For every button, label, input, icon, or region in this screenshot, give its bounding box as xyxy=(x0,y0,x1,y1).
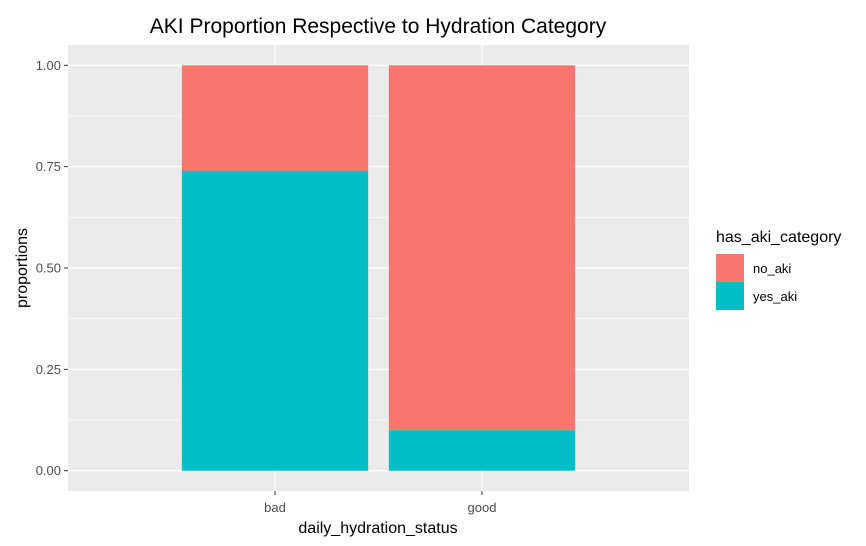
legend: has_aki_category no_aki yes_aki xyxy=(716,229,841,310)
y-tick-label: 0.25 xyxy=(36,362,61,377)
y-tick-label: 0.75 xyxy=(36,159,61,174)
y-tick-label: 0.00 xyxy=(36,463,61,478)
legend-label-no_aki: no_aki xyxy=(753,261,791,276)
legend-swatch-yes_aki xyxy=(716,282,744,310)
bar-yes_aki-bad xyxy=(181,170,369,471)
legend-title: has_aki_category xyxy=(716,229,841,246)
y-axis-title: proportions xyxy=(14,228,31,308)
bars xyxy=(181,65,576,471)
x-tick-label-good: good xyxy=(468,500,497,515)
bar-yes_aki-good xyxy=(388,430,576,471)
bar-no_aki-good xyxy=(388,65,576,431)
y-tick-label: 0.50 xyxy=(36,261,61,276)
bar-no_aki-bad xyxy=(181,65,369,171)
x-tick-label-bad: bad xyxy=(264,500,286,515)
y-tick-label: 1.00 xyxy=(36,58,61,73)
x-axis-title: daily_hydration_status xyxy=(298,520,457,537)
legend-label-yes_aki: yes_aki xyxy=(753,289,797,304)
chart-title: AKI Proportion Respective to Hydration C… xyxy=(150,15,607,38)
legend-swatch-no_aki xyxy=(716,254,744,282)
x-axis: bad good xyxy=(264,491,496,515)
y-axis: 0.00 0.25 0.50 0.75 1.00 xyxy=(36,58,68,478)
